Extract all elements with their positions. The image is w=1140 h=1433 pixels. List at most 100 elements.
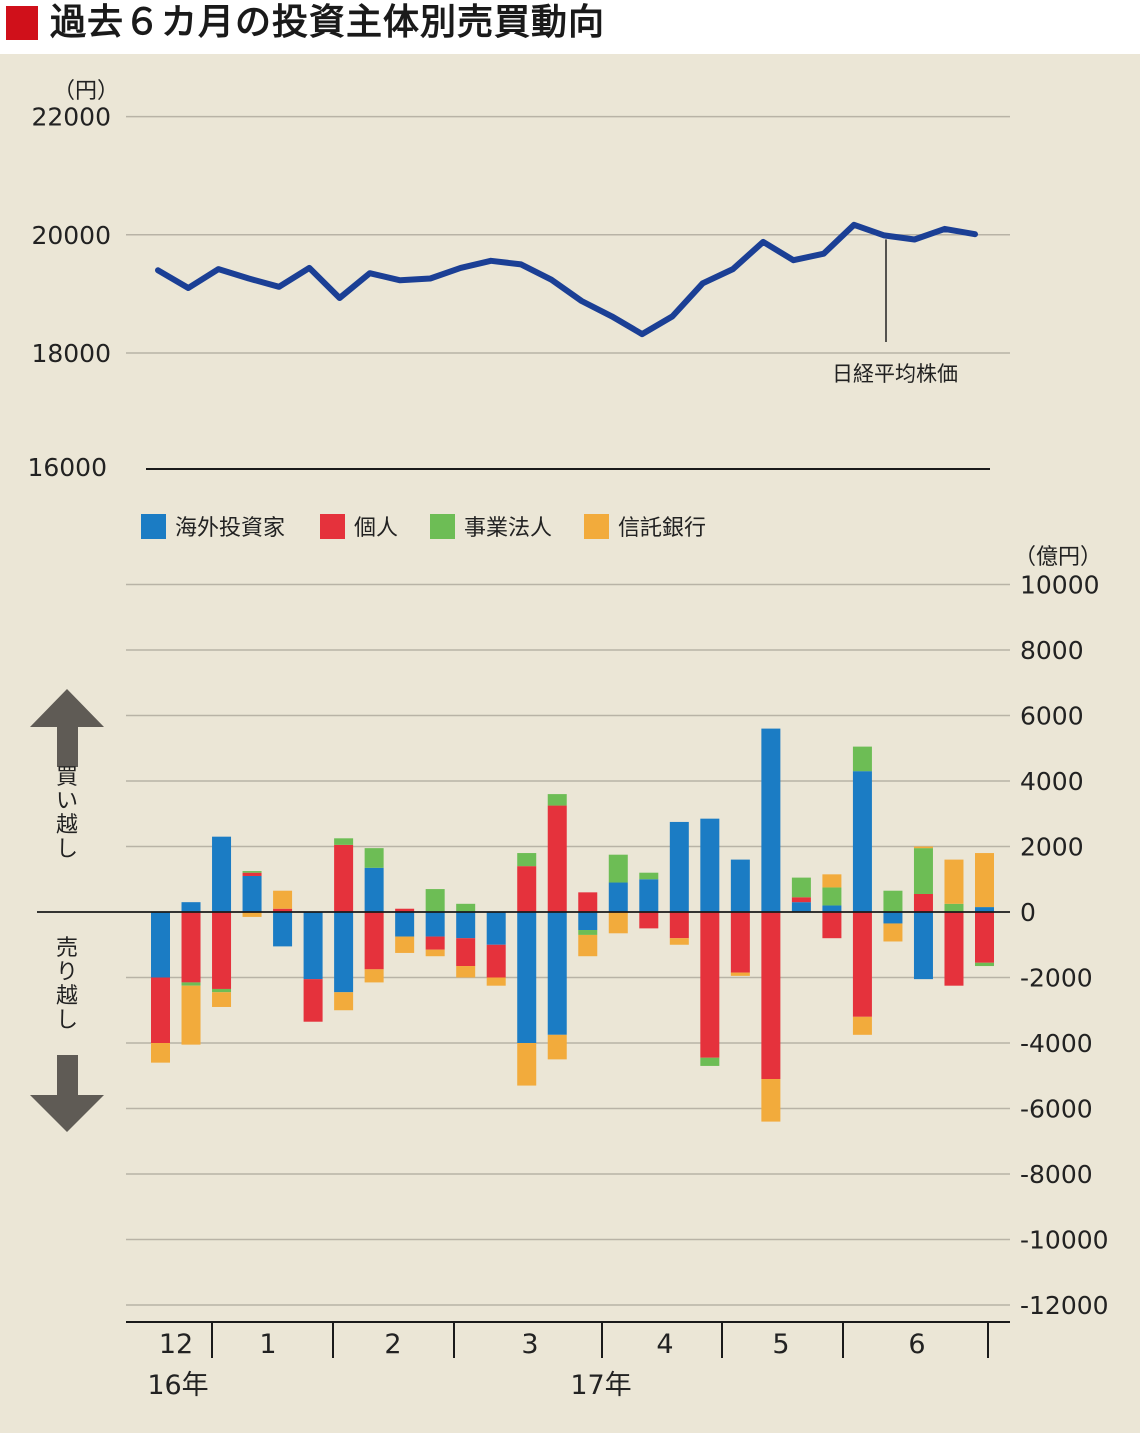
nikkei-point: [791, 257, 796, 263]
nikkei-point: [276, 284, 282, 290]
bar-segment: [425, 912, 445, 937]
legend-label: 信託銀行: [618, 516, 706, 541]
month-label: 1: [259, 1329, 276, 1360]
bar-segment: [181, 902, 201, 912]
nikkei-point: [458, 265, 463, 271]
bar-segment: [181, 985, 201, 1045]
bar-segment: [395, 912, 415, 937]
line-ytick-label: 20000: [31, 221, 111, 250]
nikkei-point: [700, 280, 706, 286]
bar-segment: [364, 867, 384, 912]
bar-segment: [791, 897, 811, 903]
sell-arrow-icon: [30, 1055, 104, 1132]
bar-segment: [822, 912, 842, 939]
bar-segment: [608, 882, 628, 912]
bar-segment: [822, 874, 842, 888]
nikkei-point: [760, 239, 766, 245]
bar-segment: [578, 892, 598, 912]
bar-segment: [181, 982, 201, 986]
bar-segment: [852, 746, 872, 772]
bar-segment: [669, 938, 689, 945]
bar-segment: [395, 936, 415, 953]
nikkei-point: [397, 277, 403, 283]
bar-segment: [547, 805, 567, 912]
bar-segment: [944, 903, 964, 912]
nikkei-point: [670, 313, 675, 319]
bar-ytick-label: -10000: [1020, 1226, 1109, 1255]
line-ytick-label: 16000: [27, 453, 107, 482]
nikkei-point: [579, 298, 585, 304]
bar-segment: [913, 912, 933, 980]
bar-segment: [517, 912, 537, 1043]
bar-segment: [883, 923, 903, 942]
month-label: 4: [656, 1329, 673, 1360]
bar-ytick-label: -8000: [1020, 1160, 1093, 1189]
nikkei-point: [639, 331, 645, 337]
nikkei-point: [246, 276, 252, 281]
bar-segment: [639, 872, 659, 880]
bar-segment: [425, 936, 445, 950]
legend-label: 海外投資家: [175, 516, 285, 541]
bar-segment: [242, 871, 262, 873]
bar-segment: [395, 908, 415, 912]
line-ytick-label: 22000: [31, 103, 111, 132]
nikkei-point: [518, 261, 524, 267]
bar-segment: [975, 853, 994, 908]
bar-segment: [303, 979, 323, 1022]
line-ytick-label: 18000: [31, 339, 111, 368]
bar-segment: [883, 912, 903, 924]
month-label: 6: [908, 1329, 925, 1360]
line-unit-label: （円）: [53, 79, 119, 104]
bar-segment: [273, 890, 293, 909]
bar-segment: [852, 771, 872, 912]
nikkei-point: [155, 267, 161, 273]
nikkei-point: [427, 276, 433, 281]
bar-segment: [791, 877, 811, 898]
bar-segment: [273, 908, 293, 912]
bar-segment: [425, 949, 445, 957]
bar-ytick-label: 8000: [1020, 636, 1084, 665]
bar-segment: [242, 875, 262, 912]
nikkei-point: [609, 313, 615, 319]
month-label: 12: [159, 1329, 193, 1360]
bar-segment: [761, 728, 781, 912]
month-label: 5: [772, 1329, 789, 1360]
bar-segment: [303, 912, 323, 980]
title-marker: [6, 6, 38, 40]
bar-segment: [212, 912, 232, 989]
legend-swatch: [141, 514, 166, 539]
bar-segment: [578, 930, 598, 935]
bar-segment: [151, 912, 170, 978]
bar-segment: [761, 1079, 781, 1122]
bar-segment: [639, 879, 659, 912]
bar-segment: [913, 893, 933, 912]
bar-segment: [456, 903, 476, 912]
bar-segment: [334, 838, 354, 845]
bar-segment: [212, 836, 232, 912]
bar-segment: [334, 992, 354, 1011]
nikkei-point: [185, 285, 191, 291]
bar-ytick-label: 10000: [1020, 571, 1100, 600]
bar-segment: [975, 912, 994, 963]
bar-segment: [364, 912, 384, 970]
bar-segment: [425, 889, 445, 912]
buy-arrow-icon: [30, 689, 104, 767]
nikkei-point: [306, 265, 312, 271]
nikkei-point: [821, 251, 827, 257]
bar-segment: [730, 859, 750, 912]
bar-segment: [730, 972, 750, 976]
bar-segment: [975, 907, 994, 912]
bar-segment: [700, 818, 720, 912]
bar-segment: [486, 977, 506, 986]
bar-segment: [456, 966, 476, 978]
bar-ytick-label: -12000: [1020, 1291, 1109, 1320]
bar-segment: [547, 912, 567, 1035]
bar-segment: [730, 912, 750, 973]
bar-segment: [669, 821, 689, 912]
bar-segment: [669, 912, 689, 939]
bar-segment: [944, 912, 964, 986]
bar-segment: [547, 794, 567, 806]
page-title: 過去６カ月の投資主体別売買動向: [50, 2, 606, 43]
bar-segment: [212, 992, 232, 1007]
